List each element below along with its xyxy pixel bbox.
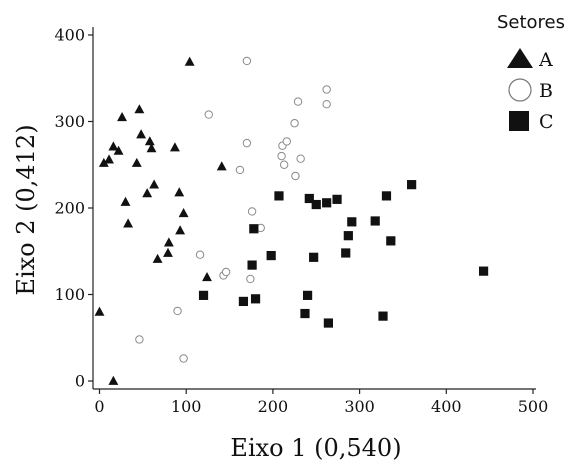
- point-B: [221, 267, 231, 277]
- point-C: [198, 290, 209, 300]
- point-A: [163, 237, 174, 247]
- point-C: [332, 194, 342, 204]
- point-C: [478, 266, 489, 276]
- point-B: [322, 85, 331, 94]
- point-C: [300, 308, 310, 319]
- y-tick-label: 0: [75, 372, 85, 391]
- point-B: [322, 100, 331, 109]
- legend-label-C: C: [539, 111, 554, 133]
- x-axis-title: Eixo 1 (0,540): [230, 434, 401, 462]
- axes: 0 100 200 300 400 500 0 100 200 300 400 Eixo 1 (0,5…: [12, 26, 548, 463]
- point-C: [302, 290, 313, 300]
- point-B: [279, 160, 289, 169]
- point-A: [104, 154, 114, 164]
- point-A: [152, 253, 163, 263]
- point-C: [266, 250, 276, 261]
- point-C: [370, 216, 380, 226]
- point-C: [250, 294, 261, 304]
- point-C: [309, 252, 319, 262]
- legend-marker-B: [508, 78, 532, 102]
- point-A: [98, 157, 109, 167]
- point-B: [277, 151, 286, 161]
- legend-label-A: A: [538, 49, 553, 71]
- point-C: [386, 236, 396, 246]
- point-B: [247, 207, 257, 216]
- point-B: [235, 165, 245, 175]
- point-A: [136, 129, 147, 139]
- legend-marker-C: [509, 111, 529, 131]
- y-tick-label: 400: [54, 26, 85, 45]
- series-B: [135, 56, 331, 363]
- point-A: [202, 272, 212, 282]
- point-A: [117, 111, 127, 122]
- point-B: [291, 171, 300, 181]
- point-B: [173, 306, 182, 316]
- legend-title: Setores: [497, 12, 565, 33]
- point-C: [323, 318, 333, 328]
- series-A: [94, 56, 227, 385]
- point-B: [204, 110, 213, 119]
- point-C: [304, 193, 314, 204]
- point-A: [120, 196, 131, 206]
- point-C: [407, 180, 417, 190]
- point-A: [216, 161, 227, 171]
- data-points: [94, 56, 489, 385]
- point-A: [108, 141, 119, 151]
- point-A: [163, 247, 173, 257]
- point-B: [179, 354, 188, 363]
- point-B: [195, 250, 205, 259]
- x-tick-label: 100: [171, 397, 202, 416]
- y-tick-label: 100: [54, 285, 85, 304]
- point-A: [178, 207, 189, 218]
- point-B: [242, 138, 252, 148]
- point-A: [174, 187, 185, 197]
- point-A: [175, 225, 186, 235]
- x-tick-label: 0: [94, 397, 104, 416]
- point-B: [242, 56, 252, 66]
- point-B: [282, 137, 291, 146]
- legend-label-B: B: [539, 80, 553, 102]
- x-tick-label: 400: [431, 397, 462, 416]
- point-C: [274, 191, 284, 201]
- y-axis-title: Eixo 2 (0,412): [12, 124, 40, 295]
- legend: Setores ABC: [497, 12, 565, 133]
- point-A: [108, 375, 119, 385]
- point-B: [296, 154, 305, 163]
- point-C: [343, 231, 353, 241]
- point-A: [144, 136, 155, 146]
- point-A: [134, 104, 145, 114]
- point-A: [184, 56, 195, 66]
- point-C: [311, 199, 321, 210]
- point-B: [135, 335, 144, 344]
- point-B: [290, 119, 299, 128]
- x-tick-label: 500: [518, 397, 549, 416]
- point-C: [341, 248, 351, 258]
- point-A: [94, 306, 105, 316]
- point-A: [169, 142, 180, 152]
- point-A: [123, 218, 134, 228]
- point-C: [247, 260, 257, 270]
- point-C: [381, 191, 392, 201]
- y-tick-label: 200: [54, 199, 85, 218]
- point-C: [378, 311, 388, 321]
- point-A: [149, 179, 160, 189]
- point-A: [146, 143, 157, 153]
- point-B: [246, 274, 255, 284]
- point-B: [293, 97, 303, 106]
- point-C: [347, 217, 357, 227]
- point-C: [249, 224, 259, 234]
- y-tick-label: 300: [54, 112, 85, 131]
- x-tick-label: 300: [344, 397, 375, 416]
- point-A: [131, 157, 142, 167]
- x-tick-label: 200: [258, 397, 289, 416]
- point-C: [322, 198, 332, 208]
- point-C: [238, 296, 249, 307]
- point-A: [142, 188, 153, 198]
- legend-marker-A: [507, 48, 533, 68]
- point-A: [113, 145, 124, 155]
- series-C: [198, 180, 489, 328]
